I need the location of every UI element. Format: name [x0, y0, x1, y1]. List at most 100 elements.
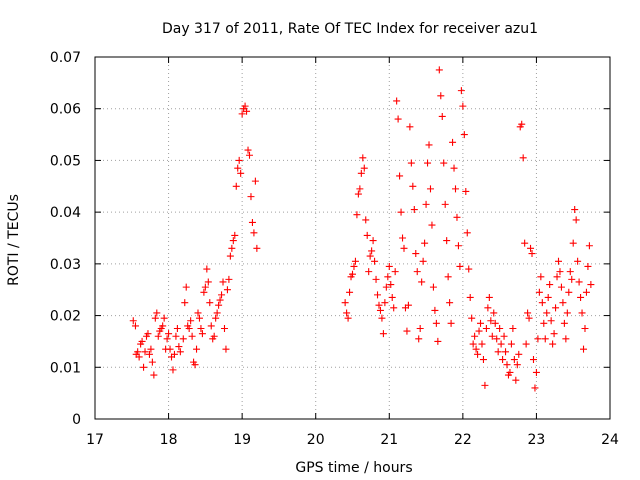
data-point — [198, 330, 206, 338]
data-point — [400, 244, 408, 252]
data-point — [506, 368, 514, 376]
data-point — [238, 110, 246, 118]
data-point — [207, 322, 215, 330]
data-point — [357, 169, 365, 177]
data-point — [585, 242, 593, 250]
data-point — [379, 330, 387, 338]
data-point — [519, 154, 527, 162]
data-point — [531, 384, 539, 392]
data-point — [382, 283, 390, 291]
data-point — [510, 356, 518, 364]
data-point — [584, 262, 592, 270]
data-point — [562, 335, 570, 343]
data-point — [413, 268, 421, 276]
data-point — [449, 138, 457, 146]
x-tick-label: 21 — [380, 432, 398, 448]
data-point — [416, 325, 424, 332]
data-point — [560, 319, 568, 327]
data-point — [535, 288, 543, 296]
y-tick-label: 0.05 — [50, 153, 81, 169]
data-point — [354, 190, 362, 198]
data-point — [509, 325, 517, 332]
data-point — [165, 330, 173, 338]
data-point — [466, 293, 474, 301]
data-point — [135, 353, 143, 361]
data-point — [541, 335, 549, 343]
data-point — [456, 262, 464, 270]
y-tick-label: 0 — [72, 412, 81, 428]
data-point — [481, 381, 489, 389]
data-point — [131, 322, 139, 330]
data-point — [444, 273, 452, 281]
x-tick-label: 23 — [528, 432, 546, 448]
data-point — [437, 92, 445, 100]
data-point — [447, 319, 455, 327]
data-point — [229, 237, 237, 245]
data-point — [151, 314, 159, 322]
data-point — [218, 291, 226, 299]
data-point — [181, 299, 189, 307]
data-point — [544, 293, 552, 301]
data-point — [429, 283, 437, 291]
data-point — [250, 229, 258, 237]
data-point — [138, 337, 146, 345]
data-point — [201, 283, 209, 291]
data-point — [432, 319, 440, 327]
data-point — [394, 115, 402, 123]
data-point — [512, 376, 520, 384]
data-point — [435, 66, 443, 74]
data-point — [557, 283, 565, 291]
data-point — [487, 317, 495, 325]
data-point — [253, 244, 261, 252]
plot-frame — [94, 56, 611, 420]
data-point — [248, 218, 256, 226]
data-point — [502, 348, 510, 356]
data-point — [440, 159, 448, 167]
data-point — [552, 304, 560, 312]
data-point — [129, 317, 137, 325]
grid — [95, 57, 610, 419]
data-point — [343, 309, 351, 317]
data-point — [441, 200, 449, 208]
data-point — [200, 288, 208, 296]
data-point — [409, 182, 417, 190]
data-point — [454, 242, 462, 250]
data-point — [496, 325, 504, 332]
data-point — [485, 293, 493, 301]
data-point — [194, 309, 202, 317]
x-tick-label: 19 — [233, 432, 251, 448]
data-point — [434, 337, 442, 345]
data-point — [223, 286, 231, 294]
data-point — [578, 309, 586, 317]
data-point — [422, 200, 430, 208]
data-point — [356, 185, 364, 193]
data-point — [197, 325, 205, 332]
data-point — [388, 293, 396, 301]
data-point — [563, 309, 571, 317]
data-point — [472, 345, 480, 353]
data-point — [150, 371, 158, 379]
data-point — [244, 146, 252, 154]
data-point — [237, 169, 245, 177]
data-point — [479, 356, 487, 364]
data-point — [415, 335, 423, 343]
data-point — [406, 123, 414, 131]
data-point — [515, 350, 523, 358]
data-point — [500, 332, 508, 340]
data-point — [469, 340, 477, 348]
data-point — [488, 332, 496, 340]
data-point — [421, 239, 429, 247]
data-point — [428, 221, 436, 229]
data-point — [368, 247, 376, 255]
data-point — [226, 252, 234, 260]
data-point — [477, 319, 485, 327]
data-point — [559, 299, 567, 307]
data-point — [219, 278, 227, 286]
data-point — [574, 257, 582, 265]
data-point — [550, 330, 558, 338]
data-point — [532, 368, 540, 376]
data-point — [425, 141, 433, 149]
data-point — [494, 348, 502, 356]
data-point — [163, 335, 171, 343]
